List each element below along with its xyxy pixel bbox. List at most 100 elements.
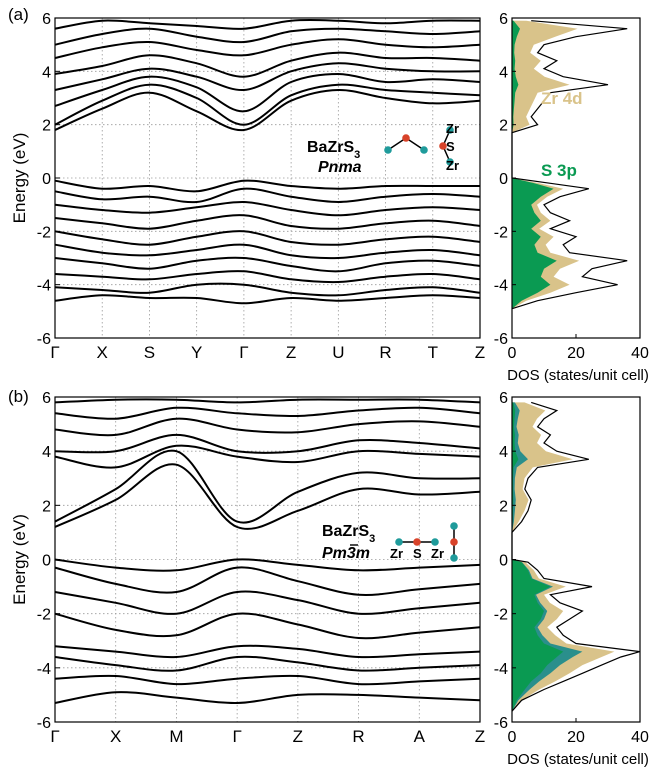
kpoint-label: Y — [191, 343, 202, 362]
dos-y-tick-label: 0 — [499, 553, 508, 570]
band-line — [54, 433, 481, 454]
band-line — [54, 612, 481, 640]
atom-label-zr: Zr — [446, 158, 459, 173]
dos-x-tick-label: 0 — [508, 729, 517, 746]
kpoint-label: Γ — [239, 343, 248, 362]
band-line — [54, 558, 481, 572]
band-line — [54, 27, 481, 46]
band-line — [54, 200, 481, 217]
dos-x-axis-label: DOS (states/unit cell) — [507, 751, 649, 768]
y-axis-label: Energy (eV) — [10, 514, 29, 605]
dos-y-tick-label: -2 — [494, 224, 508, 241]
band-line — [54, 566, 481, 596]
dos-y-tick-label: 2 — [499, 498, 508, 515]
kpoint-label: R — [352, 727, 364, 746]
atom-label-s: S — [446, 139, 455, 154]
kpoint-label: M — [169, 727, 183, 746]
dos-y-tick-label: 2 — [499, 118, 508, 135]
s-atom-icon — [450, 538, 458, 546]
y-tick-label: 6 — [42, 11, 51, 28]
dos-y-tick-label: 0 — [499, 171, 508, 188]
kpoint-label: Z — [286, 343, 296, 362]
band-line — [54, 230, 481, 246]
y-axis-label: Energy (eV) — [10, 133, 29, 224]
y-tick-label: -4 — [37, 661, 51, 678]
zr-atom-icon — [446, 158, 454, 166]
y-tick-label: -6 — [37, 331, 51, 348]
panel-label-a: (a) — [8, 5, 29, 24]
dos-y-tick-label: -6 — [494, 331, 508, 348]
s-atom-icon — [413, 538, 421, 546]
s-atom-icon — [439, 142, 447, 150]
kpoint-label: X — [110, 727, 121, 746]
band-line — [54, 62, 481, 92]
dos-s3p-area — [512, 402, 564, 712]
band-line — [54, 406, 481, 420]
dos-x-tick-label: 20 — [567, 729, 585, 746]
kpoint-label: R — [379, 343, 391, 362]
atom-label-s: S — [413, 546, 422, 561]
band-line — [54, 256, 481, 273]
dos-total-line — [511, 401, 641, 712]
zr-atom-icon — [420, 146, 428, 154]
band-line — [54, 51, 481, 78]
y-tick-label: 4 — [42, 444, 51, 461]
formula-label-a: BaZrS3 — [307, 139, 360, 161]
y-tick-label: 2 — [42, 118, 51, 135]
y-tick-label: -2 — [37, 607, 51, 624]
band-line — [54, 38, 481, 59]
band-line — [54, 282, 481, 297]
space-group-b: Pm3m — [322, 545, 370, 562]
zr-atom-icon — [384, 146, 392, 154]
band-line — [54, 270, 481, 284]
dos-x-tick-label: 20 — [567, 345, 585, 362]
band-line — [54, 449, 481, 524]
y-tick-label: 0 — [42, 553, 51, 570]
zr-atom-icon — [450, 522, 458, 530]
space-group-a: Pnma — [318, 159, 362, 176]
zr-atom-icon — [431, 538, 439, 546]
dos-y-tick-label: 6 — [499, 11, 508, 28]
dos-y-tick-label: 6 — [499, 390, 508, 407]
s-atom-icon — [402, 134, 410, 142]
band-line — [54, 294, 481, 305]
atom-label-zr: Zr — [431, 546, 444, 561]
dos-x-tick-label: 40 — [631, 345, 649, 362]
zr-atom-icon — [450, 554, 458, 562]
dos-total-line — [511, 20, 628, 310]
y-tick-label: 2 — [42, 498, 51, 515]
band-line — [54, 214, 481, 230]
y-tick-label: -2 — [37, 224, 51, 241]
band-line — [54, 691, 481, 705]
y-tick-label: -4 — [37, 278, 51, 295]
dos-y-tick-label: -6 — [494, 715, 508, 732]
kpoint-label: Γ — [50, 727, 59, 746]
dos-y-tick-label: -2 — [494, 607, 508, 624]
zr4d-label: Zr 4d — [541, 89, 583, 108]
band-line — [54, 243, 481, 260]
dos-y-tick-label: 4 — [499, 64, 508, 81]
kpoint-label: Z — [475, 343, 485, 362]
kpoint-label: T — [428, 343, 438, 362]
band-line — [54, 655, 481, 672]
band-line — [54, 179, 480, 193]
y-tick-label: -6 — [37, 715, 51, 732]
kpoint-label: X — [97, 343, 108, 362]
kpoint-label: Γ — [232, 727, 241, 746]
band-line — [54, 72, 481, 113]
atom-label-zr: Zr — [390, 546, 403, 561]
band-line — [54, 187, 481, 204]
dos-s3p-area — [512, 20, 557, 309]
band-line — [54, 444, 481, 469]
dos-y-tick-label: -4 — [494, 278, 508, 295]
kpoint-label: S — [144, 343, 155, 362]
kpoint-label: A — [414, 727, 426, 746]
kpoint-label: Z — [293, 727, 303, 746]
y-tick-label: 4 — [42, 64, 51, 81]
panel-label-b: (b) — [8, 387, 29, 406]
kpoint-label: U — [332, 343, 344, 362]
kpoint-label: Γ — [50, 343, 59, 362]
zr-atom-icon — [395, 538, 403, 546]
band-line — [54, 83, 481, 126]
